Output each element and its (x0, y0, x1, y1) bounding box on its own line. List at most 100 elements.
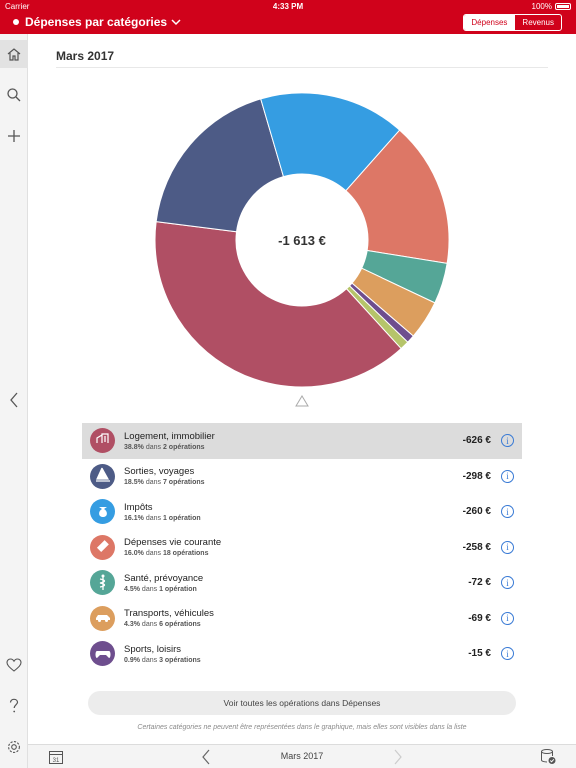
category-row[interactable]: Sports, loisirs 0.9% dans 3 opérations -15… (82, 636, 522, 672)
caduceus-icon (99, 574, 105, 590)
info-icon[interactable]: i (501, 434, 514, 448)
database-check-icon[interactable] (540, 748, 556, 765)
donut-slice[interactable] (260, 92, 401, 192)
donut-chart[interactable]: -1 613 € (152, 90, 452, 390)
category-icon-bg (90, 570, 115, 596)
sidebar-settings[interactable] (0, 733, 28, 761)
gear-icon (8, 741, 20, 753)
category-ops: 3 opérations (159, 656, 201, 664)
category-ops: 6 opérations (159, 621, 201, 629)
segment-depenses[interactable]: Dépenses (464, 15, 515, 30)
info-icon[interactable]: i (501, 611, 514, 625)
category-text: Santé, prévoyance 4.5% dans 1 opération (124, 573, 431, 593)
info-icon[interactable]: i (501, 647, 514, 661)
car-icon (95, 615, 110, 623)
search-icon (7, 88, 21, 102)
category-amount: -15 € (468, 648, 491, 660)
info-icon[interactable]: i (501, 505, 514, 519)
plus-icon (8, 130, 20, 142)
category-detail: 18.5% dans 7 opérations (124, 479, 431, 486)
category-text: Dépenses vie courante 16.0% dans 18 opéra… (124, 537, 431, 557)
category-row[interactable]: Dépenses vie courante 16.0% dans 18 opéra… (82, 530, 522, 566)
view-all-operations-button[interactable]: Voir toutes les opérations dans Dépenses (88, 691, 516, 715)
category-dans: dans (145, 479, 161, 487)
donut-svg (154, 92, 450, 388)
gamepad-icon (95, 650, 110, 658)
nav-title-menu[interactable]: Dépenses par catégories (13, 15, 181, 29)
category-percent: 4.5% (124, 585, 140, 593)
category-text: Logement, immobilier 38.8% dans 2 opérati… (124, 431, 431, 451)
category-name: Impôts (124, 501, 153, 513)
category-name: Sorties, voyages (124, 466, 195, 478)
divider (56, 67, 548, 68)
question-icon (9, 698, 19, 713)
ticket-icon (96, 540, 109, 553)
info-icon[interactable]: i (501, 576, 514, 590)
category-amount: -69 € (468, 612, 491, 624)
category-dans: dans (141, 656, 158, 664)
category-row[interactable]: Santé, prévoyance 4.5% dans 1 opération -7… (82, 565, 522, 601)
carrier-label: Carrier (5, 1, 30, 11)
category-row[interactable]: Logement, immobilier 38.8% dans 2 opérati… (82, 423, 522, 459)
category-percent: 38.8% (124, 443, 144, 451)
heart-icon (6, 658, 22, 672)
category-detail: 4.3% dans 6 opérations (124, 621, 431, 628)
category-text: Sports, loisirs 0.9% dans 3 opérations (124, 644, 431, 664)
category-name: Logement, immobilier (124, 430, 215, 442)
pointer-triangle-icon (295, 395, 309, 407)
category-dans: dans (145, 514, 161, 522)
category-text: Impôts 16.1% dans 1 opération (124, 502, 431, 522)
donut-slice[interactable] (154, 221, 402, 388)
category-ops: 2 opérations (162, 443, 205, 451)
category-amount: -258 € (462, 541, 491, 553)
home-icon (7, 47, 21, 61)
category-icon-bg (90, 428, 115, 454)
donut-slice[interactable] (345, 129, 450, 264)
category-list: Logement, immobilier 38.8% dans 2 opérati… (82, 423, 522, 672)
segment-revenus[interactable]: Revenus (514, 15, 561, 30)
category-dans: dans (145, 550, 161, 558)
category-text: Sorties, voyages 18.5% dans 7 opérations (124, 466, 431, 486)
money-bag-icon (98, 506, 107, 517)
category-row[interactable]: Impôts 16.1% dans 1 opération -260 € i (82, 494, 522, 530)
category-detail: 38.8% dans 2 opérations (124, 444, 431, 451)
category-icon-bg (90, 499, 115, 525)
info-icon[interactable]: i (501, 540, 514, 554)
category-detail: 4.5% dans 1 opération (124, 586, 431, 593)
sidebar (0, 34, 28, 768)
status-time: 4:33 PM (272, 1, 304, 11)
category-percent: 0.9% (124, 656, 140, 664)
category-row[interactable]: Transports, véhicules 4.3% dans 6 opérati… (82, 601, 522, 637)
category-detail: 16.1% dans 1 opération (124, 515, 431, 522)
battery-percent: 100% (531, 1, 552, 11)
current-period: Mars 2017 (280, 751, 324, 761)
footnote: Certaines catégories ne peuvent être rep… (137, 724, 467, 731)
sidebar-search[interactable] (0, 81, 28, 109)
chart-total: -1 613 € (278, 232, 326, 248)
sidebar-collapse[interactable] (0, 386, 28, 414)
category-name: Dépenses vie courante (124, 537, 222, 549)
nav-title: Dépenses par catégories (25, 15, 168, 29)
donut-slice[interactable] (155, 98, 285, 233)
chevron-left-icon (10, 392, 18, 408)
category-detail: 0.9% dans 3 opérations (124, 657, 431, 664)
category-percent: 4.3% (124, 621, 140, 629)
category-ops: 18 opérations (162, 550, 209, 558)
battery-icon (555, 2, 571, 10)
calendar-day: 31 (53, 758, 60, 764)
nav-bar: Dépenses par catégories Dépenses Revenus (0, 12, 576, 34)
info-icon[interactable]: i (501, 469, 514, 483)
next-period-icon[interactable] (393, 749, 403, 765)
segment-control: Dépenses Revenus (463, 14, 562, 31)
category-percent: 16.1% (124, 514, 144, 522)
previous-period-icon[interactable] (201, 749, 211, 765)
calendar-icon[interactable]: 31 (48, 749, 64, 765)
category-row[interactable]: Sorties, voyages 18.5% dans 7 opérations -… (82, 459, 522, 495)
category-ops: 1 opération (159, 585, 197, 593)
sailboat-icon (95, 467, 110, 482)
category-name: Sports, loisirs (124, 643, 182, 655)
sidebar-favorites[interactable] (0, 651, 28, 679)
sidebar-home[interactable] (0, 40, 28, 68)
sidebar-help[interactable] (0, 692, 28, 720)
sidebar-add[interactable] (0, 122, 28, 150)
